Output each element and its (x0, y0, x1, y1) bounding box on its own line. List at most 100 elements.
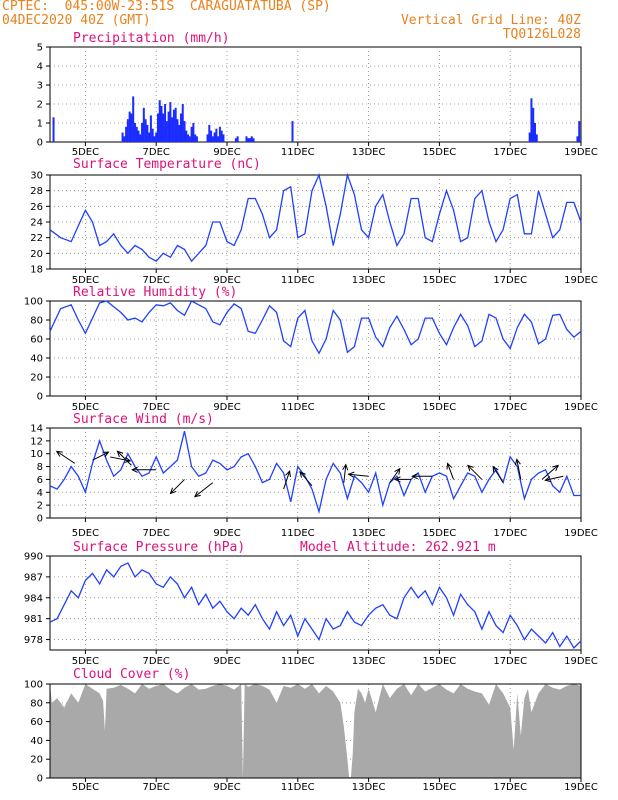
wind-arrow-icon (467, 465, 483, 480)
date-label: 5DEC (72, 147, 99, 158)
wind-arrow-icon (170, 479, 185, 494)
plot-frame (49, 46, 582, 143)
date-label: 15DEC (423, 528, 457, 539)
date-label: 19DEC (564, 656, 598, 667)
wind-arrow-icon (492, 466, 504, 483)
y-tick-label: 20 (30, 249, 43, 260)
wind-arrow-icon (545, 475, 564, 481)
wind-arrowhead-icon (169, 487, 177, 495)
y-tick-label: 978 (24, 635, 43, 646)
precip-bar (210, 130, 213, 142)
date-label: 13DEC (352, 782, 386, 793)
precip-bar (137, 130, 140, 142)
y-tick-label: 80 (30, 698, 43, 709)
date-label: 11DEC (281, 782, 315, 793)
date-label: 5DEC (72, 402, 99, 413)
y-tick-label: 100 (24, 680, 43, 691)
precip-bar (178, 124, 181, 142)
wind-arrow-icon (348, 473, 369, 477)
date-label: 9DEC (213, 275, 240, 286)
y-tick-label: 0 (37, 514, 43, 525)
precip-bar (247, 138, 250, 142)
precip-bar (533, 123, 536, 142)
y-tick-label: 80 (30, 316, 43, 327)
date-label: 9DEC (213, 402, 240, 413)
wind-arrowhead-icon (193, 491, 201, 498)
precip-bar (149, 115, 152, 142)
wind-arrowhead-icon (116, 450, 124, 458)
wind-arrowhead-icon (55, 450, 63, 457)
date-label: 19DEC (564, 402, 598, 413)
wind-arrowhead-icon (124, 456, 132, 463)
precip-bar (535, 134, 538, 142)
precip-bar (188, 136, 191, 142)
date-label: 13DEC (352, 275, 386, 286)
date-label: 13DEC (352, 528, 386, 539)
y-tick-label: 20 (30, 373, 43, 384)
date-label: 19DEC (564, 528, 598, 539)
y-tick-label: 30 (30, 171, 43, 182)
precip-bar (249, 138, 252, 142)
precip-bar (123, 136, 126, 142)
y-tick-label: 18 (30, 265, 43, 276)
wind-arrowhead-icon (544, 476, 552, 483)
precip-bar (128, 111, 131, 142)
precip-bar (245, 136, 248, 142)
wind-arrow-icon (56, 450, 76, 464)
precip-bar (192, 123, 195, 142)
wind-arrow-icon (299, 471, 313, 487)
cloud-cover-area (50, 684, 581, 778)
precip-bar (181, 104, 184, 142)
precip-bar (532, 107, 535, 142)
wind-arrow-icon (541, 465, 559, 480)
date-label: 7DEC (143, 782, 170, 793)
series-line (49, 562, 582, 649)
y-tick-label: 5 (37, 43, 43, 54)
precip-bar (218, 126, 221, 142)
date-label: 11DEC (281, 402, 315, 413)
precip-bar (578, 121, 581, 142)
precip-bar (187, 134, 190, 142)
y-tick-label: 14 (30, 424, 43, 435)
wind-arrowhead-icon (393, 476, 401, 483)
wind-arrow-icon (117, 450, 132, 466)
header-line1-left: CPTEC: 045:00W-23:51S CARAGUATATUBA (SP) (2, 0, 331, 14)
y-tick-label: 990 (24, 552, 43, 563)
y-tick-label: 26 (30, 202, 43, 213)
precip-bar (135, 126, 138, 142)
wind-arrowhead-icon (131, 466, 138, 473)
date-label: 13DEC (352, 402, 386, 413)
precip-bar (222, 134, 225, 142)
precip-bar (211, 136, 214, 142)
date-label: 17DEC (493, 782, 527, 793)
precip-bar (139, 134, 142, 142)
date-label: 7DEC (143, 528, 170, 539)
wind-arrowhead-icon (394, 467, 401, 475)
precip-bar (142, 107, 145, 142)
wind-arrowhead-icon (467, 464, 474, 472)
series-line (49, 431, 581, 515)
y-tick-label: 0 (37, 138, 43, 149)
panel-title: Relative Humidity (%) (73, 285, 237, 300)
precip-bar (169, 102, 172, 142)
precip-bar (291, 121, 294, 142)
precip-bar (158, 100, 161, 142)
precip-bar (155, 132, 158, 142)
wind-arrowhead-icon (446, 462, 453, 470)
precip-bar (208, 124, 211, 142)
precip-bar (190, 126, 193, 142)
y-tick-label: 20 (30, 755, 43, 766)
precip-bar (133, 123, 136, 142)
precip-bar (130, 113, 133, 142)
y-tick-label: 6 (37, 475, 43, 486)
wind-arrowhead-icon (514, 458, 521, 466)
date-label: 19DEC (564, 275, 598, 286)
date-label: 15DEC (423, 656, 457, 667)
y-tick-label: 60 (30, 717, 43, 728)
plot-frame (49, 555, 582, 651)
y-tick-label: 1 (37, 119, 43, 130)
precip-bar (185, 130, 188, 142)
wind-arrow-icon (283, 470, 291, 490)
panel-3: 0 20 40 60 80 100 5DEC 7DEC 9DEC 11DEC 13DEC 15DEC 1… (24, 285, 598, 413)
date-label: 5DEC (72, 528, 99, 539)
